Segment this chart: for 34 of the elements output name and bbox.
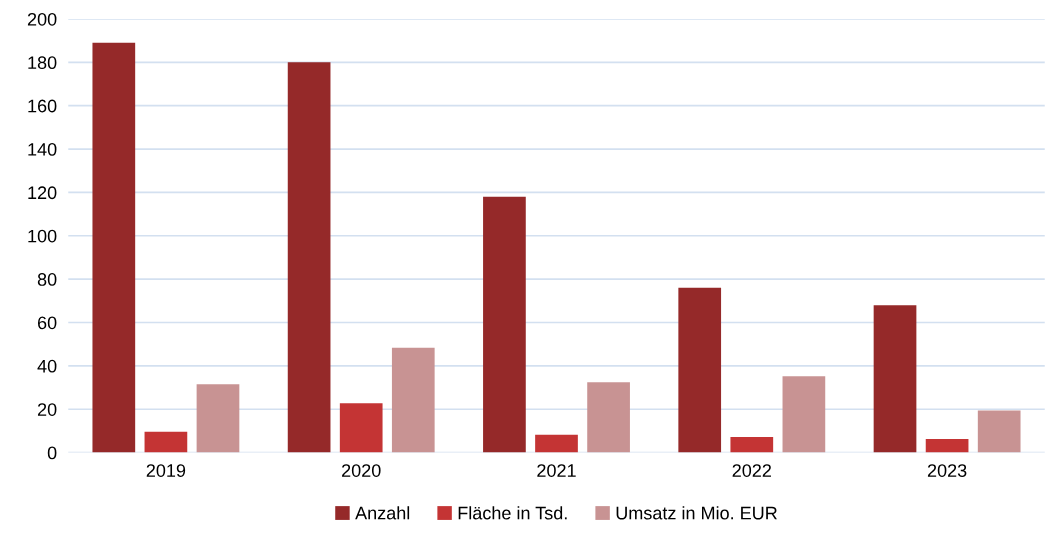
x-tick-label: 2023 bbox=[927, 464, 967, 477]
y-tick-label: 40 bbox=[37, 359, 57, 373]
bar bbox=[483, 196, 526, 453]
x-tick-label: 2020 bbox=[342, 464, 381, 477]
bar bbox=[678, 287, 722, 453]
x-tick-label: 2022 bbox=[732, 464, 771, 477]
bar bbox=[782, 376, 826, 453]
bar bbox=[535, 434, 578, 453]
bar bbox=[92, 42, 136, 453]
bar bbox=[730, 436, 774, 453]
bar bbox=[977, 410, 1021, 453]
y-tick-label: 0 bbox=[47, 446, 57, 460]
bar bbox=[925, 438, 969, 453]
bar bbox=[873, 305, 917, 453]
legend-label: Fläche in Tsd. bbox=[458, 506, 567, 520]
legend-label: Anzahl bbox=[355, 506, 410, 520]
y-tick-label: 80 bbox=[37, 273, 57, 286]
y-tick-label: 180 bbox=[28, 56, 57, 70]
y-tick-label: 20 bbox=[37, 403, 57, 416]
y-tick-label: 140 bbox=[28, 142, 57, 156]
y-tick-label: 100 bbox=[28, 229, 57, 243]
y-tick-label: 60 bbox=[37, 316, 57, 330]
y-tick-label: 160 bbox=[28, 99, 57, 113]
bar bbox=[196, 384, 240, 453]
x-tick-label: 2019 bbox=[146, 464, 186, 477]
bar bbox=[287, 62, 331, 453]
bar bbox=[339, 403, 383, 453]
y-tick-label: 120 bbox=[28, 186, 57, 200]
bar bbox=[391, 347, 435, 453]
x-tick-label: 2021 bbox=[537, 464, 576, 477]
bar bbox=[144, 431, 188, 453]
bar bbox=[587, 382, 630, 453]
y-tick-label: 200 bbox=[27, 12, 57, 26]
legend-label: Umsatz in Mio. EUR bbox=[616, 506, 777, 520]
